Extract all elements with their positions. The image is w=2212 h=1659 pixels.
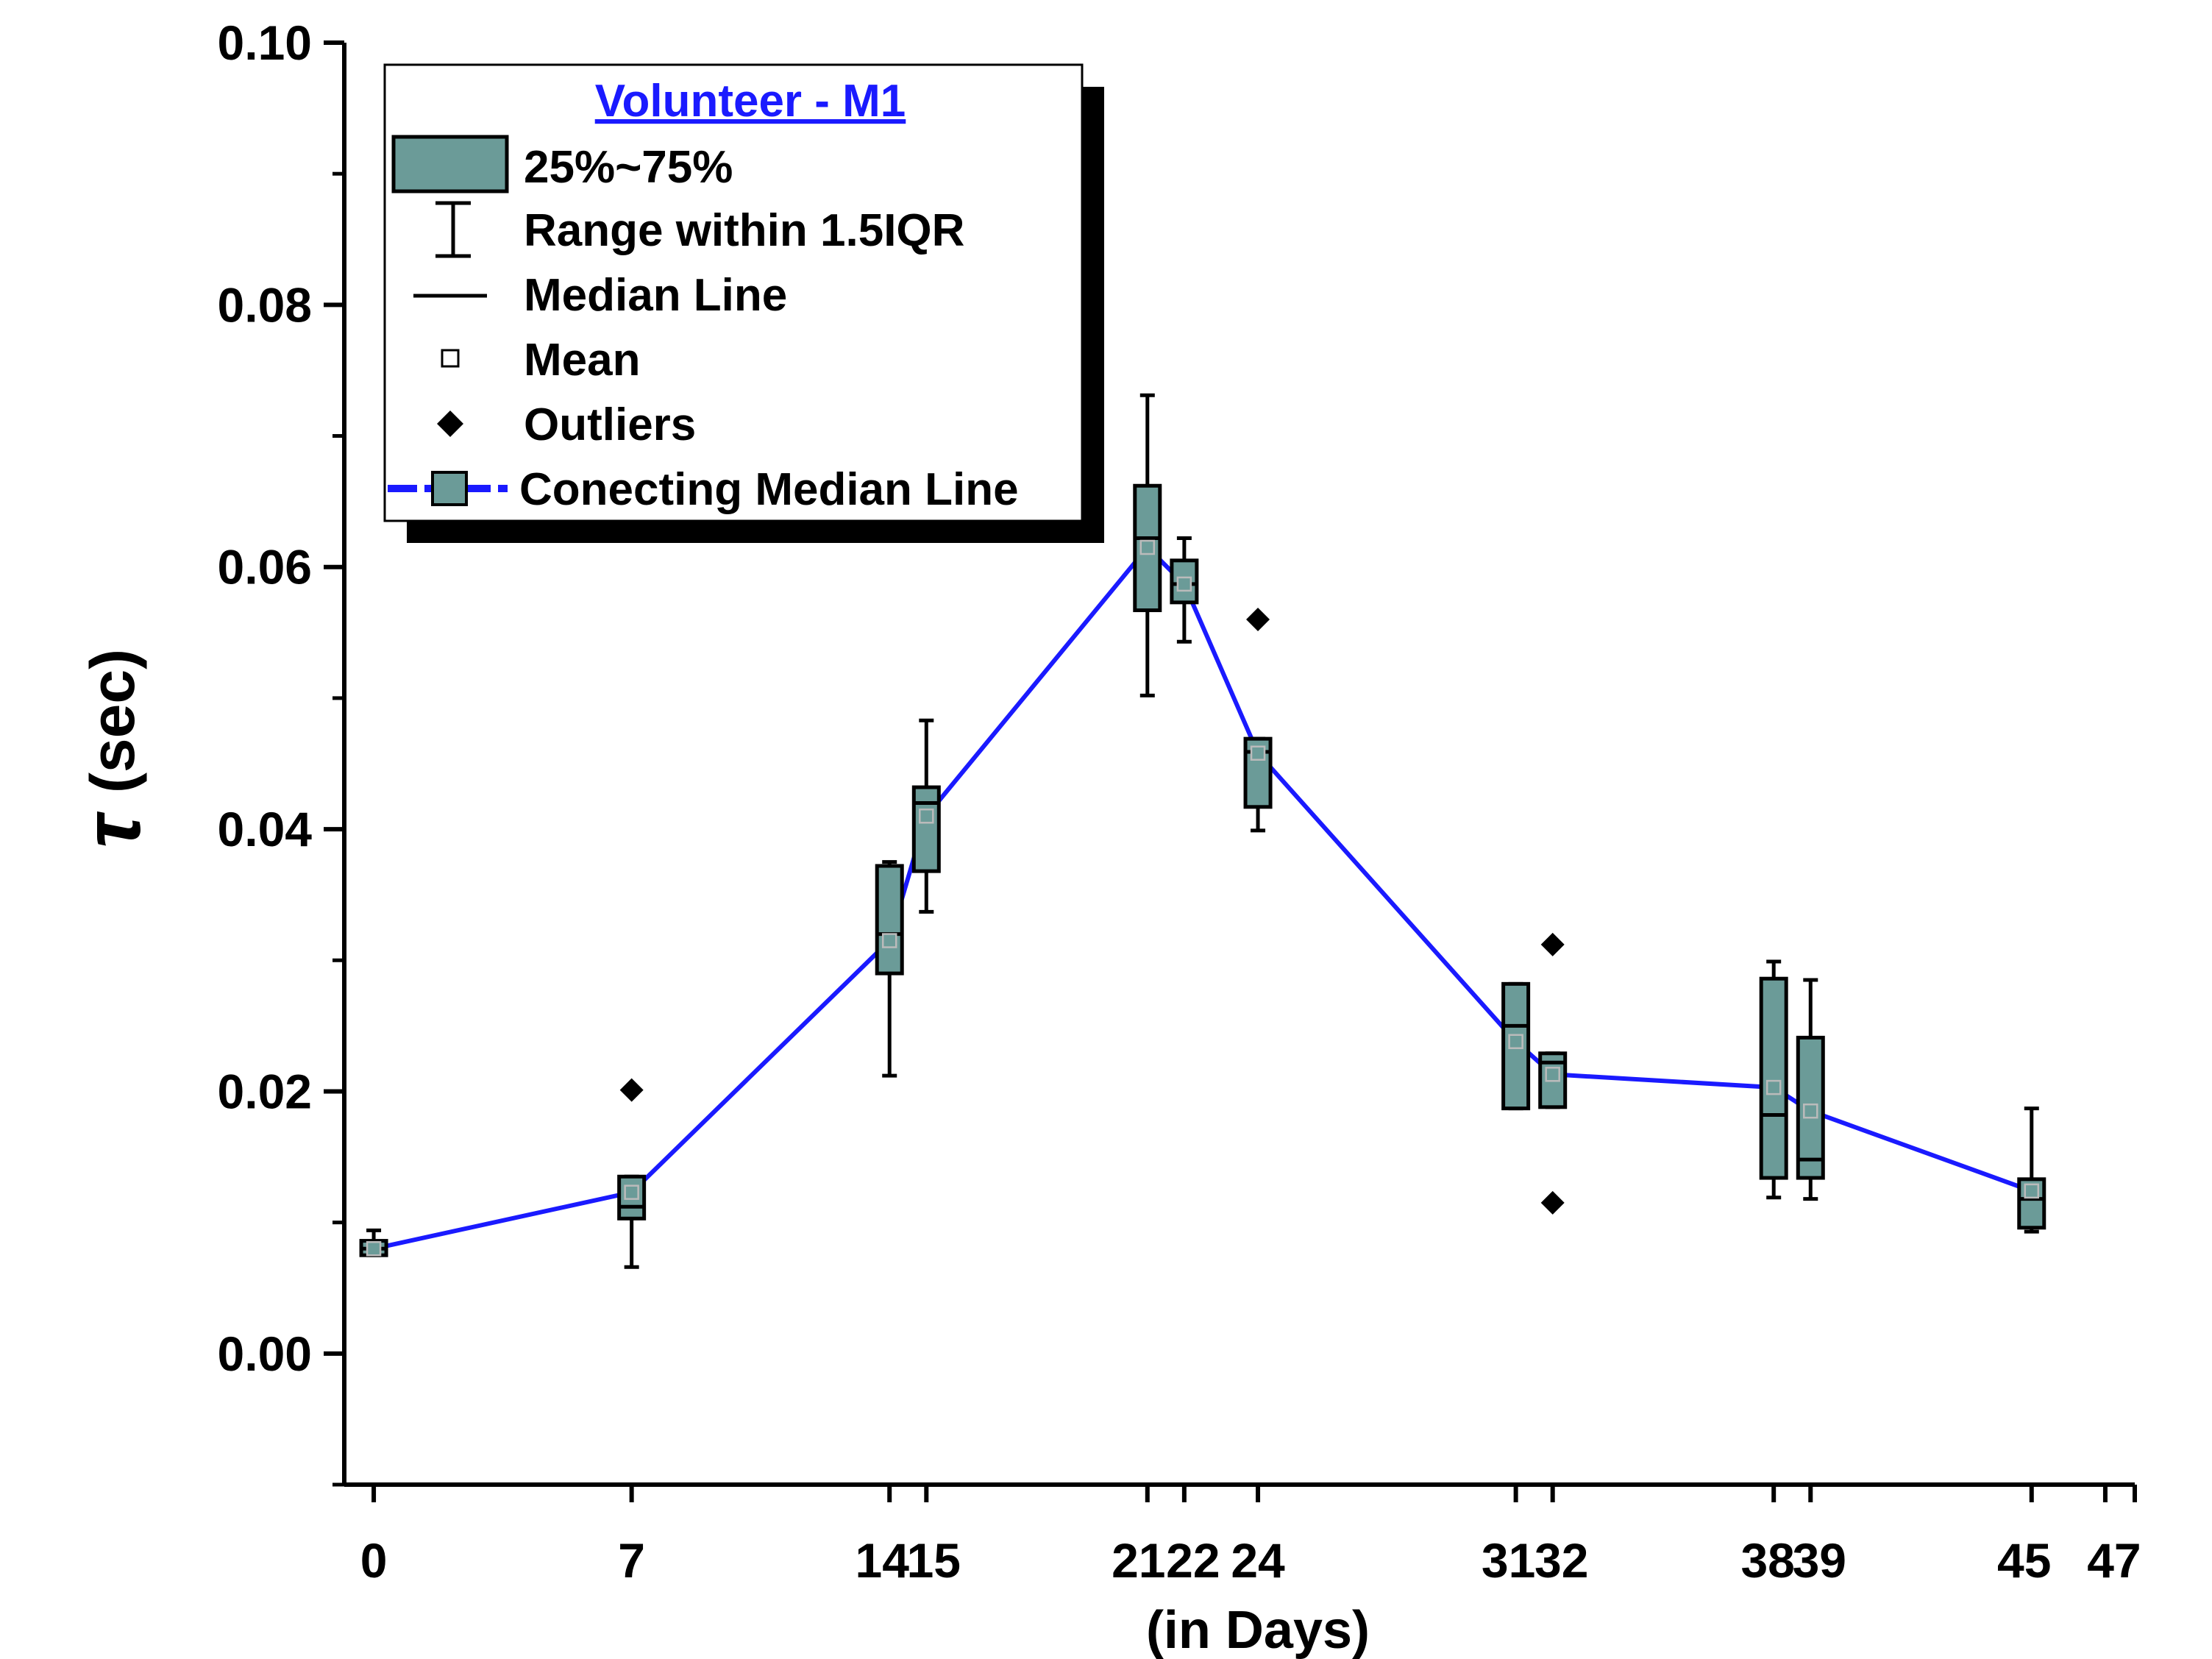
iqr-box: [875, 864, 904, 976]
mean-marker: [1545, 1067, 1560, 1082]
x-tick-label: 22: [1166, 1533, 1220, 1588]
mean-marker: [919, 809, 934, 824]
mean-marker: [2024, 1183, 2040, 1199]
legend-title: Volunteer - M1: [595, 76, 906, 127]
legend-label: Conecting Median Line: [519, 464, 1019, 515]
x-tick-label: 14: [856, 1533, 910, 1588]
legend-label: Range within 1.5IQR: [524, 205, 964, 256]
box-0: [359, 1228, 388, 1257]
outlier-point: [1540, 932, 1565, 956]
x-tick-label: 45: [1997, 1533, 2051, 1588]
y-axis-title-symbol: τ: [67, 811, 157, 848]
mean-marker: [1139, 539, 1156, 555]
box-32: [1538, 1051, 1568, 1109]
outlier-point: [1540, 1190, 1565, 1215]
mean-marker: [624, 1184, 639, 1200]
legend-entry-median: Median Line: [413, 270, 787, 321]
box-14: [875, 860, 904, 1078]
legend-entry-line: Conecting Median Line: [388, 464, 1019, 515]
box-24: [1243, 736, 1273, 833]
box-31: [1501, 981, 1531, 1111]
mean-marker: [1176, 576, 1192, 592]
y-tick-label: 0.10: [218, 15, 312, 70]
mean-marker: [881, 933, 897, 948]
outlier-point: [1246, 608, 1270, 631]
box-45: [2017, 1106, 2046, 1234]
mean-marker: [1250, 745, 1266, 761]
x-tick-label: 39: [1793, 1533, 1846, 1588]
x-tick-label: 21: [1112, 1533, 1165, 1588]
x-tick-label: 7: [618, 1533, 645, 1588]
y-tick-label: 0.08: [218, 277, 312, 332]
box-15: [911, 718, 941, 914]
legend: Volunteer - M1 25%~75% Range within 1.5I…: [383, 63, 1104, 543]
legend-outlier-swatch: [437, 411, 463, 437]
legend-label: 25%~75%: [524, 142, 733, 193]
legend-label: Median Line: [524, 270, 787, 321]
legend-whisker-swatch: [435, 201, 471, 258]
axes: [342, 43, 2135, 1487]
x-tick-label: 32: [1534, 1533, 1588, 1588]
iqr-box: [911, 785, 941, 873]
legend-label: Outliers: [524, 399, 696, 450]
legend-entry-mean: Mean: [441, 335, 640, 386]
y-tick-label: 0.06: [218, 540, 312, 594]
mean-marker: [366, 1241, 382, 1257]
box-7: [617, 1174, 647, 1269]
legend-label: Mean: [524, 335, 640, 386]
x-tick-label: 24: [1231, 1533, 1285, 1588]
x-tick-label: 0: [360, 1533, 388, 1588]
legend-entry-outlier: Outliers: [437, 399, 696, 450]
legend-mean-swatch: [441, 349, 460, 368]
y-tick-label: 0.04: [218, 802, 313, 856]
box-series: [359, 393, 2046, 1269]
box-22: [1170, 536, 1199, 644]
x-tick-label: 38: [1740, 1533, 1794, 1588]
mean-marker: [1803, 1103, 1818, 1119]
x-tick-label: 47: [2087, 1533, 2141, 1588]
y-tick-label: 0.00: [218, 1326, 312, 1381]
legend-line-marker: [431, 471, 468, 506]
mean-marker: [1765, 1079, 1782, 1095]
x-axis-title: (in Days): [1146, 1601, 1370, 1659]
iqr-box: [1501, 981, 1531, 1111]
box-21: [1133, 393, 1162, 697]
x-tick-label: 31: [1482, 1533, 1535, 1588]
legend-box-swatch: [391, 135, 509, 193]
outlier-series: [619, 608, 1565, 1215]
outlier-point: [619, 1078, 644, 1102]
mean-marker: [1508, 1034, 1523, 1049]
y-axis-title: τ (sec): [67, 649, 157, 848]
x-tick-label: 15: [907, 1533, 961, 1588]
box-39: [1796, 978, 1825, 1201]
box-38: [1759, 959, 1788, 1200]
legend-entry-whisker: Range within 1.5IQR: [435, 201, 964, 258]
y-tick-label: 0.02: [218, 1064, 312, 1118]
iqr-box: [1759, 976, 1788, 1180]
legend-entry-box: 25%~75%: [391, 135, 733, 193]
y-axis-title-unit: (sec): [78, 649, 147, 793]
iqr-box: [2017, 1177, 2046, 1230]
